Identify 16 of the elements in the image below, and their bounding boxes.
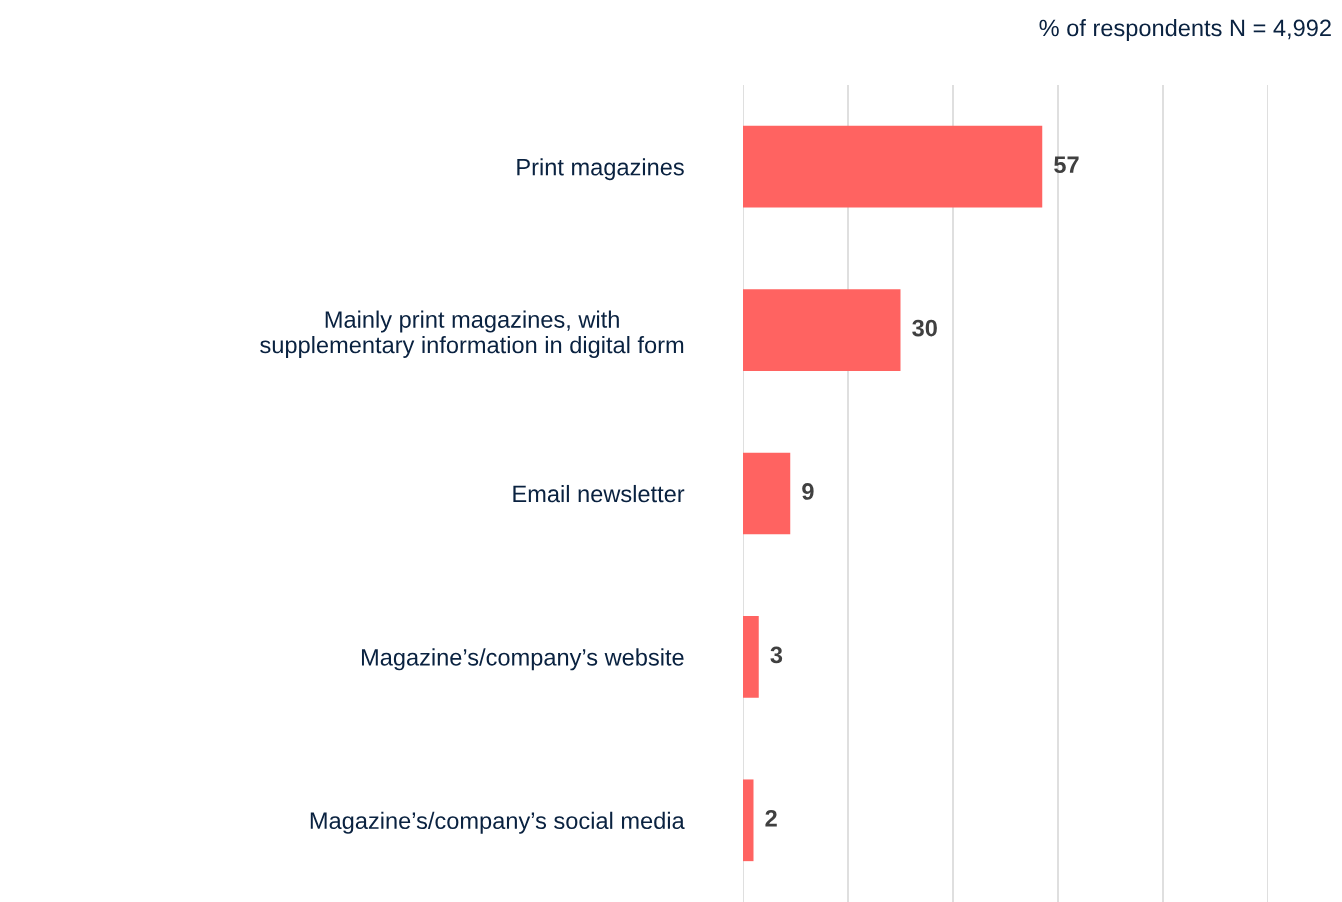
bar (743, 125, 1043, 208)
chart-title: % of respondents N = 4,992 (1039, 19, 1331, 41)
data-label: 3 (770, 646, 783, 664)
y-tick-label: Magazine’s/company’s website (361, 648, 684, 671)
bar (743, 616, 759, 698)
y-tick-label: Mainly print magazines, with supplementary information in digital form (260, 310, 684, 358)
y-tick-label: Magazine’s/company’s social media (310, 811, 685, 834)
data-label: 57 (1054, 156, 1079, 174)
data-label: 30 (912, 319, 937, 337)
y-tick-label: Email newsletter (513, 484, 685, 503)
bar (743, 452, 791, 535)
bar (743, 779, 754, 862)
bar (743, 289, 901, 371)
data-label: 2 (765, 809, 777, 827)
data-label: 9 (802, 483, 814, 500)
y-tick-label: Print magazines (517, 158, 684, 181)
